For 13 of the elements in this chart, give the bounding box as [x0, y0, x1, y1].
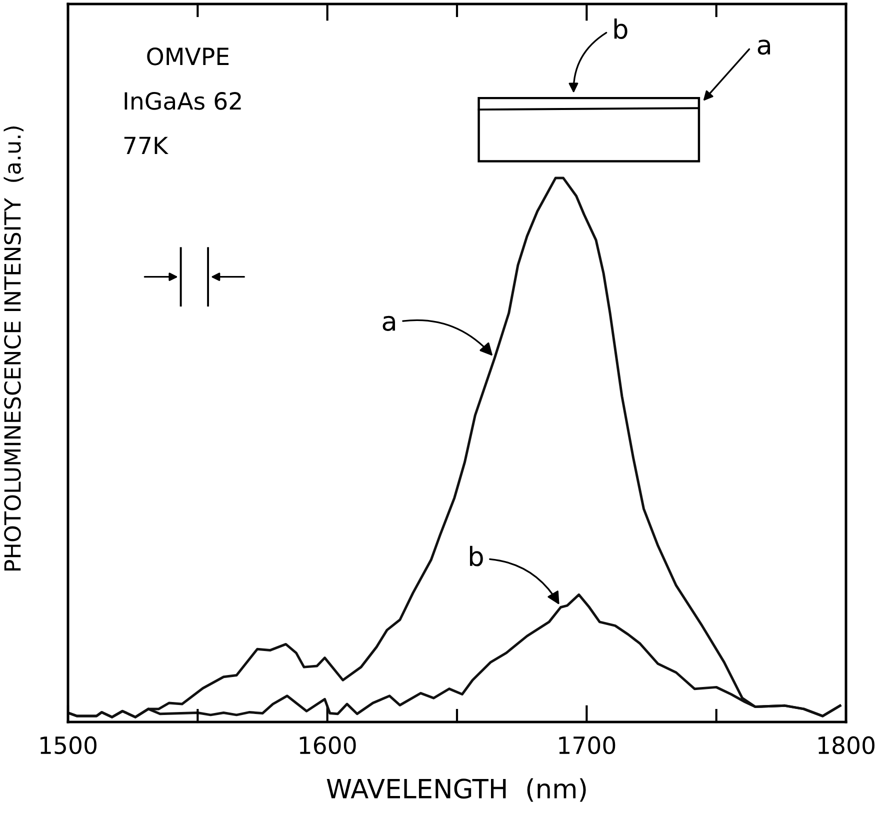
x-axis-title: WAVELENGTH (nm): [326, 778, 586, 802]
annotation: a: [382, 316, 395, 332]
x-tick-label: 1700: [559, 736, 616, 754]
text: b: [614, 18, 628, 39]
text: a: [758, 40, 770, 55]
text: OMVPE: [147, 47, 229, 66]
x-tick-label: 1600: [300, 736, 356, 754]
x-tick-label: 1800: [818, 736, 874, 754]
text: InGaAs 62: [124, 92, 241, 110]
annotation: b: [470, 546, 483, 566]
text: 77K: [124, 136, 168, 154]
x-tick-label: 1500: [40, 736, 96, 754]
y-axis-title: PHOTOLUMINESCENCE INTENSITY (a.u.): [4, 126, 24, 570]
